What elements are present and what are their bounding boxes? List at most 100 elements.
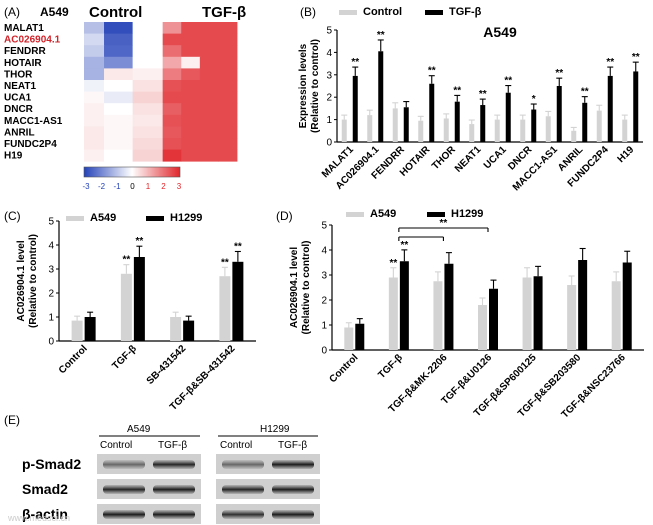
heatmap-cell bbox=[199, 80, 219, 92]
significance-mark: ** bbox=[234, 241, 242, 252]
heatmap-cell bbox=[162, 45, 182, 58]
heatmap-row-label: FUNDC2P4 bbox=[4, 139, 57, 150]
y-axis-label-line2: (Relative to control) bbox=[310, 39, 321, 133]
legend-swatch bbox=[339, 10, 357, 15]
significance-mark: ** bbox=[221, 257, 229, 268]
heatmap-cell bbox=[181, 45, 201, 58]
watermark: www.medsci.cn bbox=[7, 513, 70, 523]
bar-control bbox=[367, 115, 373, 142]
heatmap-cell bbox=[199, 138, 219, 150]
heatmap-cell bbox=[132, 22, 164, 34]
colorbar-tick-label: -1 bbox=[113, 182, 121, 191]
bar-h1299 bbox=[622, 262, 632, 350]
heatmap-cell bbox=[199, 103, 219, 116]
bar-control bbox=[469, 124, 475, 142]
panel-label-c: (C) bbox=[4, 209, 21, 223]
x-tick-label: SB-431542 bbox=[145, 343, 189, 387]
colorbar-ticks: -3 -2 -1 0 1 2 3 bbox=[82, 182, 181, 191]
heatmap-cell bbox=[84, 33, 105, 46]
panel-label-b: (B) bbox=[300, 5, 316, 19]
bar-control bbox=[494, 119, 500, 142]
y-tick-label: 2 bbox=[326, 93, 332, 104]
x-tick-label: UCA1 bbox=[482, 144, 509, 171]
bar-control bbox=[341, 119, 347, 142]
y-axis-label-line1: AC026904.1 level bbox=[16, 240, 27, 321]
bar-control bbox=[418, 120, 424, 142]
x-tick-label: TGF-β bbox=[110, 343, 139, 372]
heatmap-cell bbox=[218, 114, 238, 127]
bar-a549 bbox=[71, 320, 83, 341]
heatmap-cell bbox=[199, 22, 219, 34]
heatmap-cell bbox=[84, 80, 105, 92]
heatmap-cell bbox=[104, 80, 134, 92]
heatmap-cell bbox=[84, 103, 105, 116]
panel-label-a: (A) bbox=[4, 5, 20, 19]
y-tick-label: 5 bbox=[321, 221, 327, 232]
heatmap-cell bbox=[162, 114, 182, 127]
heatmap-cell bbox=[218, 138, 238, 150]
significance-mark: ** bbox=[428, 66, 436, 77]
blot-band bbox=[153, 510, 195, 519]
heatmap-cell bbox=[104, 126, 134, 139]
heatmap-cell bbox=[132, 126, 164, 139]
heatmap-cell bbox=[132, 80, 164, 92]
bar-tgf- bbox=[454, 101, 460, 142]
bar-a549 bbox=[388, 277, 398, 350]
heatmap-cell-label: A549 bbox=[40, 5, 69, 19]
panel-b-chart: (B) 0 1 2 3 4 5 Expression levels(Relative to … bbox=[298, 5, 643, 193]
blot-row-psmad2: p-Smad2 bbox=[22, 456, 81, 472]
y-tick-label: 0 bbox=[48, 337, 54, 348]
y-axis-label-line2: (Relative to control) bbox=[301, 241, 312, 335]
heatmap-cell bbox=[162, 126, 182, 139]
heatmap-cell bbox=[218, 45, 238, 58]
x-tick-label: TGF-β bbox=[376, 352, 405, 381]
bar-h1299 bbox=[489, 288, 498, 350]
bar-a549 bbox=[522, 277, 532, 350]
heatmap-cell bbox=[84, 114, 105, 127]
blot-cell-b: H1299 bbox=[260, 424, 290, 435]
heatmap-cell bbox=[84, 91, 105, 104]
y-axis-label: Expression levels(Relative to control) bbox=[298, 39, 321, 133]
heatmap-cell bbox=[162, 138, 182, 150]
heatmap-cell bbox=[132, 138, 164, 150]
heatmap-cell bbox=[218, 149, 238, 162]
bar-a549 bbox=[170, 317, 182, 341]
colorbar-tick-label: -3 bbox=[82, 182, 90, 191]
significance-mark: ** bbox=[581, 87, 589, 98]
heatmap-cell bbox=[181, 149, 201, 162]
bar-tgf- bbox=[403, 107, 409, 142]
heatmap-cell bbox=[104, 68, 134, 81]
blot-band bbox=[222, 460, 264, 469]
x-tick-label: Control bbox=[327, 352, 360, 385]
heatmap-row-label: AC026904.1 bbox=[4, 35, 61, 46]
significance-mark: ** bbox=[479, 89, 487, 100]
blot-band bbox=[103, 460, 145, 469]
blot-cell-a: A549 bbox=[127, 424, 151, 435]
heatmap-cell bbox=[199, 56, 219, 69]
heatmap-cell bbox=[218, 126, 238, 139]
heatmap-cell bbox=[199, 114, 219, 127]
blot-lane-3: Control bbox=[220, 440, 252, 451]
significance-mark: ** bbox=[606, 57, 614, 68]
legend-swatch bbox=[425, 10, 443, 15]
bar-control bbox=[545, 116, 551, 142]
blot-band bbox=[153, 485, 195, 494]
x-tick-label: Control bbox=[57, 343, 90, 376]
heatmap-cell bbox=[218, 68, 238, 81]
heatmap-cell bbox=[218, 91, 238, 104]
heatmap-cell bbox=[199, 149, 219, 162]
legend-entry: A549 bbox=[370, 208, 396, 220]
bar-h1299 bbox=[84, 317, 96, 341]
blot-band bbox=[272, 460, 314, 469]
bar-tgf- bbox=[352, 75, 358, 142]
bar-h1299 bbox=[533, 276, 543, 350]
y-tick-label: 1 bbox=[48, 313, 54, 324]
bar-tgf- bbox=[633, 71, 639, 142]
y-tick-label: 0 bbox=[326, 138, 332, 149]
heatmap-row-labels: MALAT1AC026904.1FENDRRHOTAIRTHORNEAT1UCA… bbox=[4, 23, 63, 162]
bar-control bbox=[392, 108, 398, 142]
bar-tgf- bbox=[556, 86, 562, 142]
bar-tgf- bbox=[582, 102, 588, 142]
x-tick-label: H19 bbox=[616, 144, 637, 165]
significance-mark: ** bbox=[389, 258, 397, 269]
